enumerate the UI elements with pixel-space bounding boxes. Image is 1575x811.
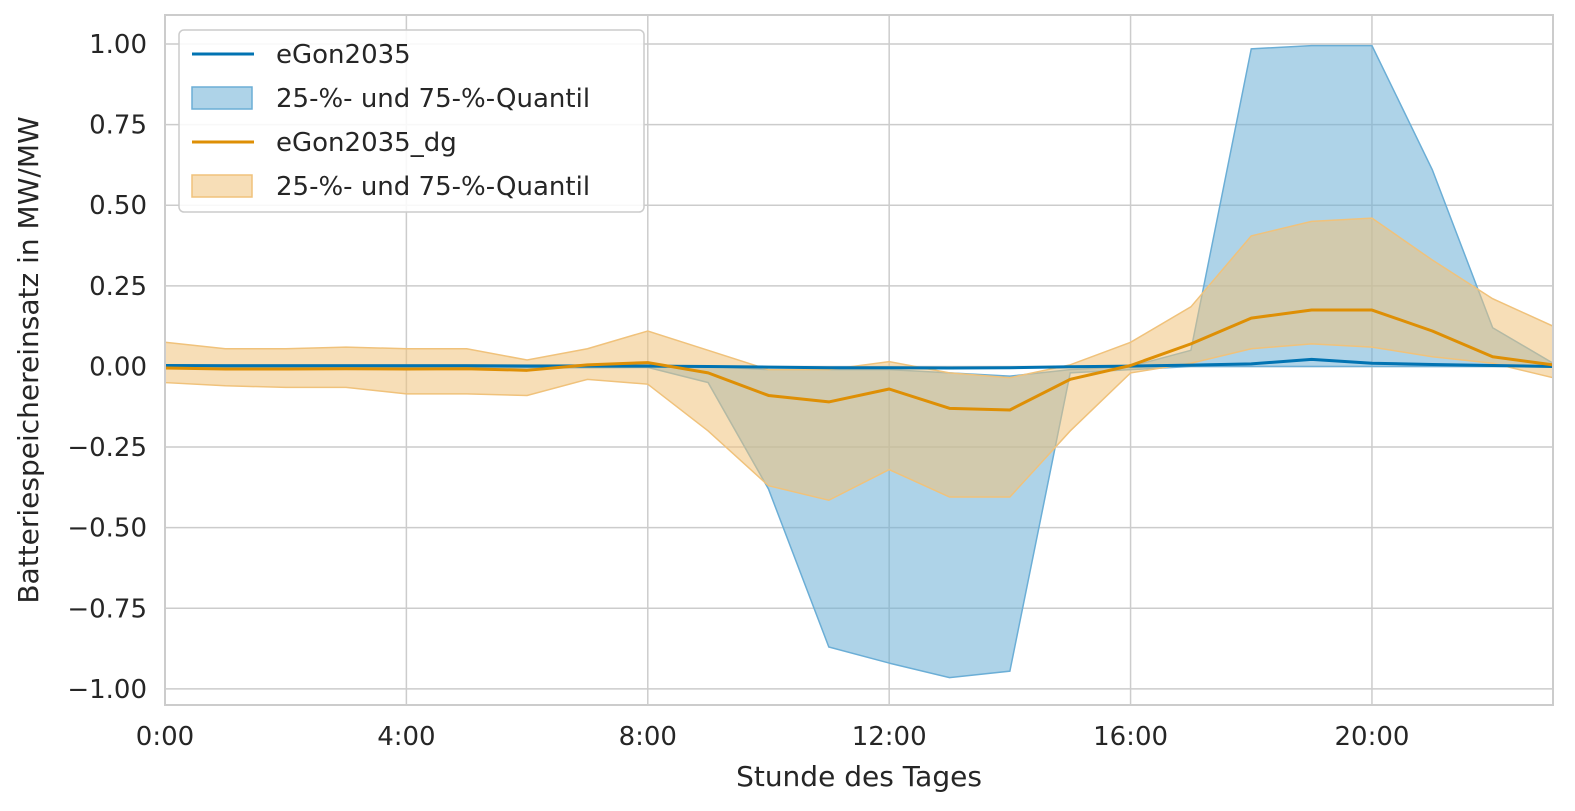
x-axis-label: Stunde des Tages [736, 760, 982, 793]
y-tick-label: 1.00 [89, 30, 147, 60]
legend: eGon2035 25-%- und 75-%-Quantil eGon2035… [178, 29, 645, 213]
y-axis-ticks: 1.00 0.75 0.50 0.25 0.00 −0.25 −0.50 −0.75 −1.00 [67, 30, 147, 705]
legend-label-egon2035-dg: eGon2035_dg [276, 128, 457, 158]
plot-frame [164, 14, 1554, 706]
y-tick-label: −0.50 [67, 514, 147, 544]
legend-box [178, 29, 645, 213]
x-tick-label: 16:00 [1093, 722, 1168, 752]
legend-label-egon2035-dg-quantile: 25-%- und 75-%-Quantil [276, 172, 590, 202]
legend-swatch-egon2035-dg-quantile [191, 174, 253, 198]
series-line-0 [164, 357, 1554, 370]
x-tick-label: 20:00 [1334, 722, 1409, 752]
y-tick-label: −0.75 [67, 594, 147, 624]
y-tick-label: 0.75 [89, 111, 147, 141]
y-tick-label: 0.50 [89, 191, 147, 221]
legend-label-egon2035: eGon2035 [276, 40, 411, 70]
x-tick-label: 0:00 [136, 722, 194, 752]
legend-label-egon2035-quantile: 25-%- und 75-%-Quantil [276, 84, 590, 114]
x-tick-label: 4:00 [377, 722, 435, 752]
series-line-1 [164, 308, 1554, 412]
x-tick-label: 12:00 [852, 722, 927, 752]
series-lines [164, 308, 1554, 412]
y-tick-label: 0.00 [89, 352, 147, 382]
y-tick-label: −1.00 [67, 675, 147, 705]
legend-swatch-egon2035-quantile [191, 86, 253, 110]
x-axis-ticks: 0:00 4:00 8:00 12:00 16:00 20:00 [136, 722, 1410, 752]
y-tick-label: −0.25 [67, 433, 147, 463]
y-axis-label: Batteriespeichereinsatz in MW/MW [12, 116, 45, 603]
x-tick-label: 8:00 [619, 722, 677, 752]
y-tick-label: 0.25 [89, 272, 147, 302]
